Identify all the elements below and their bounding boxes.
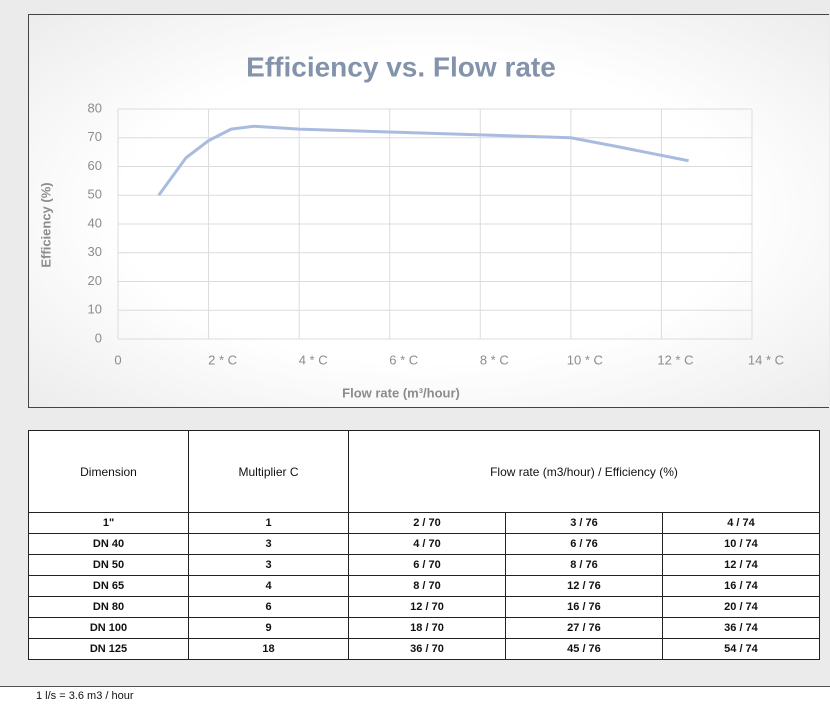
y-tick-label: 60 [88, 158, 102, 173]
table-cell: DN 80 [28, 596, 189, 618]
header-cell: Multiplier C [188, 430, 349, 513]
table-cell: 6 [188, 596, 349, 618]
y-tick-label: 10 [88, 302, 102, 317]
y-tick-label: 40 [88, 215, 102, 230]
table-cell: 4 / 70 [348, 533, 506, 555]
table-cell: 3 [188, 554, 349, 576]
header-cell: Flow rate (m3/hour) / Efficiency (%) [348, 430, 820, 513]
table-cell: 1 [188, 512, 349, 534]
table-cell: 12 / 74 [661, 554, 821, 576]
table-cell: 36 / 74 [661, 617, 821, 639]
table-cell: 4 [188, 575, 349, 597]
table-cell: 12 / 70 [348, 596, 506, 618]
table-cell: 9 [188, 617, 349, 639]
table-cell: 1" [28, 512, 189, 534]
y-tick-label: 20 [88, 273, 102, 288]
table-row: DN 80 6 12 / 70 16 / 76 20 / 74 [28, 596, 821, 618]
table-cell: 3 / 76 [504, 512, 663, 534]
footer: 1 l/s = 3.6 m3 / hour [0, 686, 830, 705]
table-row: 1" 1 2 / 70 3 / 76 4 / 74 [28, 512, 821, 534]
table-row: DN 50 3 6 / 70 8 / 76 12 / 74 [28, 554, 821, 576]
table: Dimension Multiplier C Flow rate (m3/hour)… [28, 430, 821, 660]
table-cell: 6 / 70 [348, 554, 506, 576]
x-tick-label: 10 * C [567, 352, 603, 367]
table-cell: 8 / 76 [504, 554, 663, 576]
table-cell: 36 / 70 [348, 638, 506, 660]
table-cell: 10 / 74 [661, 533, 821, 555]
table-row: DN 125 18 36 / 70 45 / 76 54 / 74 [28, 638, 821, 660]
y-tick-label: 50 [88, 187, 102, 202]
table-cell: 18 [188, 638, 349, 660]
table-cell: 6 / 76 [504, 533, 663, 555]
note: 1 l/s = 3.6 m3 / hour [36, 690, 134, 702]
y-axis-label: Efficiency (%) [38, 182, 53, 267]
table-cell: DN 50 [28, 554, 189, 576]
table-cell: 20 / 74 [661, 596, 821, 618]
table-cell: 18 / 70 [348, 617, 506, 639]
x-axis-label: Flow rate (m³/hour) [342, 385, 460, 400]
table-cell: 12 / 76 [504, 575, 663, 597]
y-tick-label: 80 [88, 100, 102, 115]
table-cell: 8 / 70 [348, 575, 506, 597]
chart: Efficiency vs. Flow rate Efficiency (%) … [38, 51, 784, 400]
table-cell: 54 / 74 [661, 638, 821, 660]
x-tick-label: 4 * C [299, 352, 328, 367]
y-tick-label: 0 [95, 330, 102, 345]
table-cell: 4 / 74 [661, 512, 821, 534]
table-cell: DN 65 [28, 575, 189, 597]
y-tick-label: 30 [88, 244, 102, 259]
table-cell: 16 / 76 [504, 596, 663, 618]
x-tick-label: 6 * C [389, 352, 418, 367]
x-tick-label: 2 * C [208, 352, 237, 367]
x-tick-label: 0 [114, 352, 121, 367]
table-row: DN 40 3 4 / 70 6 / 76 10 / 74 [28, 533, 821, 555]
chart-title: Efficiency vs. Flow rate [246, 51, 556, 82]
x-tick-label: 8 * C [480, 352, 509, 367]
table-cell: 16 / 74 [661, 575, 821, 597]
table-cell: DN 100 [28, 617, 189, 639]
header-row: Dimension Multiplier C Flow rate (m3/hour)… [28, 430, 820, 513]
table-cell: 45 / 76 [504, 638, 663, 660]
x-tick-label: 14 * C [748, 352, 784, 367]
line [157, 124, 689, 197]
table-cell: 3 [188, 533, 349, 555]
y-tick-label: 70 [88, 129, 102, 144]
table-row: DN 65 4 8 / 70 12 / 76 16 / 74 [28, 575, 821, 597]
table-cell: 2 / 70 [348, 512, 506, 534]
x-tick-label: 12 * C [657, 352, 693, 367]
table-cell: DN 40 [28, 533, 189, 555]
header-cell: Dimension [28, 430, 189, 513]
table-cell: DN 125 [28, 638, 189, 660]
chart-frame: Efficiency vs. Flow rate Efficiency (%) … [28, 14, 829, 408]
table-cell: 27 / 76 [504, 617, 663, 639]
table-row: DN 100 9 18 / 70 27 / 76 36 / 74 [28, 617, 821, 639]
